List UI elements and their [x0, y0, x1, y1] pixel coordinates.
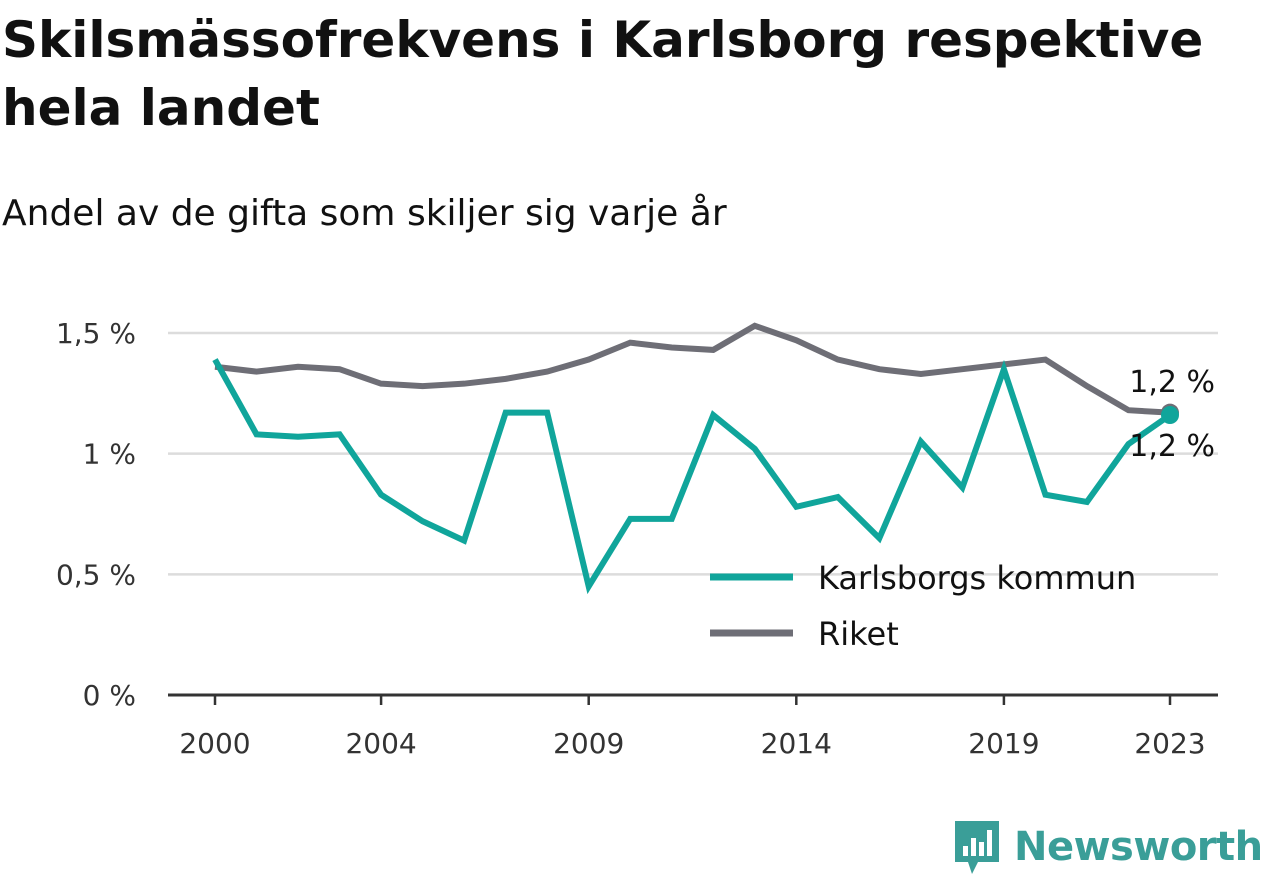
chart-title: Skilsmässofrekvens i Karlsborg respektiv… — [2, 11, 1204, 137]
brand-name: Newsworthy — [1014, 824, 1262, 870]
series-line-riket — [214, 322, 1171, 416]
x-tick-label: 2019 — [968, 727, 1039, 760]
end-labels: 1,2 % 1,2 % — [1129, 365, 1215, 464]
y-tick-label: 1,5 % — [56, 317, 136, 350]
end-label-karlsborg: 1,2 % — [1129, 429, 1215, 464]
legend: Karlsborgs kommun Riket — [710, 559, 1136, 653]
x-tick-label: 2014 — [761, 727, 832, 760]
series-lines — [212, 322, 1179, 595]
legend-label: Riket — [818, 615, 899, 653]
brand: Newsworthy — [952, 818, 1262, 876]
end-label-riket: 1,2 % — [1129, 365, 1215, 400]
y-tick-label: 1 % — [83, 438, 136, 471]
legend-label: Karlsborgs kommun — [818, 559, 1136, 597]
gridlines — [168, 331, 1218, 576]
y-tick-label: 0,5 % — [56, 558, 136, 591]
y-tick-label: 0 % — [83, 679, 136, 712]
x-axis: 2000 2004 2009 2014 2019 2023 — [168, 693, 1218, 760]
x-tick-label: 2009 — [553, 727, 624, 760]
series-line-karlsborgs-kommun — [212, 358, 1172, 595]
x-tick-label: 2004 — [345, 727, 416, 760]
x-tick-label: 2023 — [1134, 727, 1205, 760]
x-tick-label: 2000 — [179, 727, 250, 760]
chart-subtitle: Andel av de gifta som skiljer sig varje … — [2, 193, 727, 234]
end-point-marker — [1161, 406, 1179, 425]
y-axis-ticks: 0 % 0,5 % 1 % 1,5 % — [56, 317, 136, 712]
newsworthy-logo-icon — [955, 821, 999, 874]
